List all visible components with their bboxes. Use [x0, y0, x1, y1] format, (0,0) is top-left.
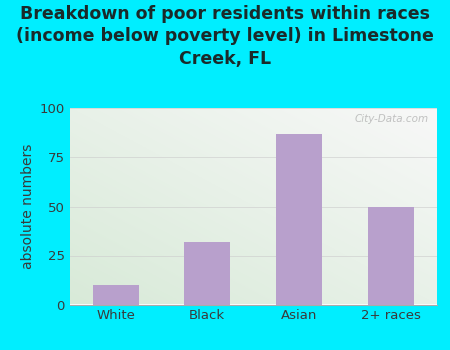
Bar [368, 206, 414, 304]
Bar [184, 242, 230, 304]
Y-axis label: absolute numbers: absolute numbers [22, 144, 36, 269]
Text: City-Data.com: City-Data.com [355, 114, 429, 124]
Bar [276, 134, 322, 304]
Text: Breakdown of poor residents within races
(income below poverty level) in Limesto: Breakdown of poor residents within races… [16, 5, 434, 68]
Bar [93, 285, 139, 304]
